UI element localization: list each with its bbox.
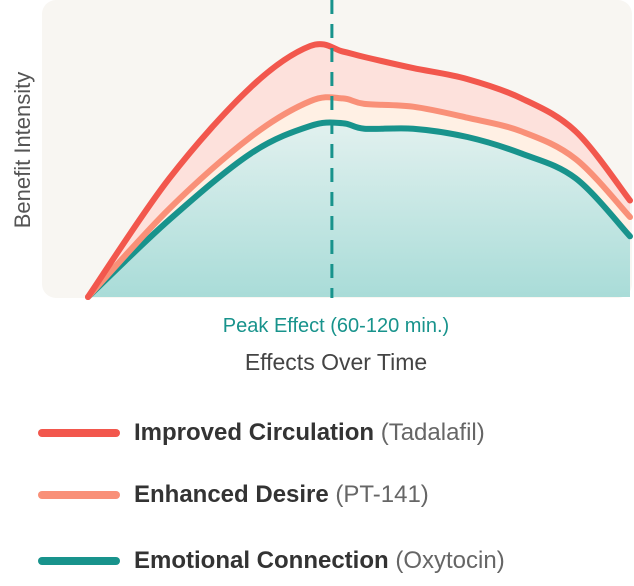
- legend-name-circulation: Improved Circulation: [134, 419, 375, 446]
- line-connection: [85, 119, 633, 300]
- legend-item-circulation: Improved Circulation (Tadalafil): [38, 418, 485, 448]
- legend-name-connection: Emotional Connection: [134, 547, 389, 574]
- legend-source-desire: (PT-141): [335, 481, 429, 508]
- legend-source-circulation: (Tadalafil): [380, 419, 485, 446]
- legend-label-desire: Enhanced Desire (PT-141): [134, 481, 429, 509]
- y-axis-label: Benefit Intensity: [10, 72, 35, 229]
- legend-swatch-desire: [38, 491, 120, 499]
- legend-item-desire: Enhanced Desire (PT-141): [38, 480, 429, 510]
- legend-swatch-circulation: [38, 429, 120, 437]
- legend-label-connection: Emotional Connection (Oxytocin): [134, 547, 505, 575]
- area-connection: [88, 122, 630, 298]
- x-axis-label: Effects Over Time: [245, 349, 427, 375]
- legend-name-desire: Enhanced Desire: [134, 481, 329, 508]
- legend-swatch-connection: [38, 557, 120, 565]
- legend-item-connection: Emotional Connection (Oxytocin): [38, 546, 505, 576]
- peak-effect-label: Peak Effect (60-120 min.): [223, 315, 449, 337]
- legend-label-circulation: Improved Circulation (Tadalafil): [134, 419, 485, 447]
- chart: Benefit Intensity Peak Effect (60-120 mi…: [10, 0, 633, 375]
- line-desire: [85, 94, 633, 300]
- legend-source-connection: (Oxytocin): [395, 547, 505, 574]
- line-circulation: [85, 41, 633, 300]
